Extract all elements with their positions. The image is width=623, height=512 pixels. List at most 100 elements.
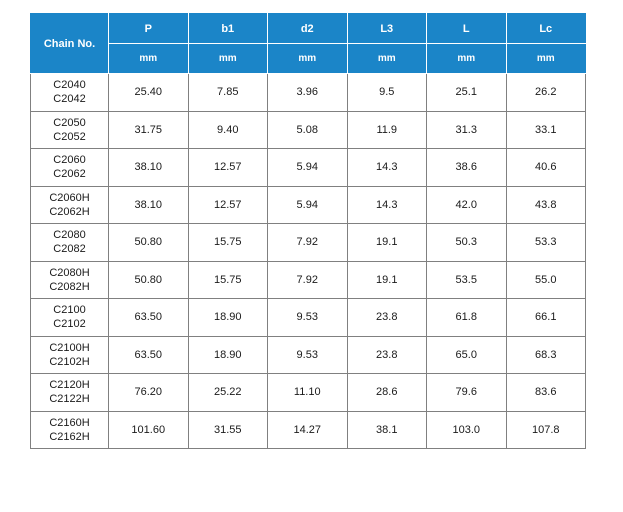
column-unit-lc: mm — [505, 43, 586, 74]
value-cell: 79.6 — [426, 373, 507, 412]
value-cell: 40.6 — [505, 148, 586, 187]
value-cell: 68.3 — [505, 335, 586, 374]
column-header-d2: d2 — [267, 13, 348, 44]
chain-model: C2100H — [49, 341, 90, 354]
chain-spec-table: Chain No. P b1 d2 L3 L Lc mm mm mm mm mm… — [30, 13, 586, 449]
column-unit-l: mm — [426, 43, 507, 74]
value-cell: 50.80 — [108, 223, 189, 262]
value-cell: 53.3 — [505, 223, 586, 262]
value-cell: 66.1 — [505, 298, 586, 337]
chain-model: C2060 — [53, 154, 86, 167]
value-cell: 83.6 — [505, 373, 586, 412]
chain-number-cell: C2060H C2062H — [30, 185, 109, 224]
table-row: C2100H C2102H 63.50 18.90 9.53 23.8 65.0 68.3 — [30, 335, 586, 374]
value-cell: 76.20 — [108, 373, 189, 412]
value-cell: 14.27 — [267, 410, 348, 449]
chain-model: C2102 — [53, 318, 86, 331]
column-unit-l3: mm — [346, 43, 427, 74]
chain-number-cell: C2160H C2162H — [30, 410, 109, 449]
value-cell: 5.08 — [267, 110, 348, 149]
table-row: C2060H C2062H 38.10 12.57 5.94 14.3 42.0 43.8 — [30, 185, 586, 224]
value-cell: 14.3 — [346, 185, 427, 224]
value-cell: 18.90 — [187, 298, 268, 337]
chain-number-cell: C2100H C2102H — [30, 335, 109, 374]
table-row: C2080 C2082 50.80 15.75 7.92 19.1 50.3 53.3 — [30, 223, 586, 262]
table-row: C2040 C2042 25.40 7.85 3.96 9.5 25.1 26.2 — [30, 73, 586, 112]
value-cell: 43.8 — [505, 185, 586, 224]
column-header-lc: Lc — [505, 13, 586, 44]
value-cell: 15.75 — [187, 223, 268, 262]
value-cell: 11.10 — [267, 373, 348, 412]
value-cell: 7.92 — [267, 260, 348, 299]
header-row-names: Chain No. P b1 d2 L3 L Lc — [30, 13, 586, 74]
chain-model: C2040 — [53, 79, 86, 92]
value-cell: 12.57 — [187, 148, 268, 187]
table-row: C2100 C2102 63.50 18.90 9.53 23.8 61.8 66.1 — [30, 298, 586, 337]
value-cell: 18.90 — [187, 335, 268, 374]
column-unit-d2: mm — [267, 43, 348, 74]
chain-model: C2082 — [53, 243, 86, 256]
value-cell: 9.53 — [267, 298, 348, 337]
chain-model: C2052 — [53, 130, 86, 143]
value-cell: 25.22 — [187, 373, 268, 412]
chain-model: C2062 — [53, 168, 86, 181]
value-cell: 19.1 — [346, 223, 427, 262]
value-cell: 50.80 — [108, 260, 189, 299]
value-cell: 7.92 — [267, 223, 348, 262]
value-cell: 25.1 — [426, 73, 507, 112]
value-cell: 9.5 — [346, 73, 427, 112]
chain-model: C2122H — [49, 393, 90, 406]
chain-number-cell: C2040 C2042 — [30, 73, 109, 112]
value-cell: 5.94 — [267, 185, 348, 224]
value-cell: 31.75 — [108, 110, 189, 149]
value-cell: 7.85 — [187, 73, 268, 112]
table-row: C2060 C2062 38.10 12.57 5.94 14.3 38.6 40.6 — [30, 148, 586, 187]
value-cell: 31.55 — [187, 410, 268, 449]
chain-model: C2162H — [49, 430, 90, 443]
value-cell: 103.0 — [426, 410, 507, 449]
value-cell: 19.1 — [346, 260, 427, 299]
value-cell: 38.10 — [108, 148, 189, 187]
value-cell: 23.8 — [346, 335, 427, 374]
column-unit-b1: mm — [187, 43, 268, 74]
column-header-l3: L3 — [346, 13, 427, 44]
value-cell: 38.1 — [346, 410, 427, 449]
chain-number-cell: C2080 C2082 — [30, 223, 109, 262]
value-cell: 9.40 — [187, 110, 268, 149]
chain-number-cell: C2120H C2122H — [30, 373, 109, 412]
chain-model: C2102H — [49, 355, 90, 368]
value-cell: 65.0 — [426, 335, 507, 374]
table-row: C2120H C2122H 76.20 25.22 11.10 28.6 79.6 83.6 — [30, 373, 586, 412]
chain-model: C2080 — [53, 229, 86, 242]
column-header-l: L — [426, 13, 507, 44]
value-cell: 12.57 — [187, 185, 268, 224]
value-cell: 11.9 — [346, 110, 427, 149]
chain-model: C2042 — [53, 93, 86, 106]
header-row-units: mm mm mm mm mm mm — [31, 43, 586, 74]
chain-model: C2160H — [49, 416, 90, 429]
table-body: C2040 C2042 25.40 7.85 3.96 9.5 25.1 26.2 C2050 C… — [30, 73, 586, 449]
value-cell: 14.3 — [346, 148, 427, 187]
value-cell: 3.96 — [267, 73, 348, 112]
value-cell: 55.0 — [505, 260, 586, 299]
chain-number-cell: C2100 C2102 — [30, 298, 109, 337]
column-header-b1: b1 — [187, 13, 268, 44]
chain-no-header: Chain No. — [30, 13, 109, 74]
table-row: C2080H C2082H 50.80 15.75 7.92 19.1 53.5 55.0 — [30, 260, 586, 299]
chain-model: C2082H — [49, 280, 90, 293]
chain-model: C2120H — [49, 379, 90, 392]
chain-model: C2060H — [49, 191, 90, 204]
chain-model: C2100 — [53, 304, 86, 317]
value-cell: 31.3 — [426, 110, 507, 149]
column-unit-p: mm — [108, 43, 189, 74]
table-row: C2160H C2162H 101.60 31.55 14.27 38.1 103.0 107… — [30, 410, 586, 449]
table-row: C2050 C2052 31.75 9.40 5.08 11.9 31.3 33.1 — [30, 110, 586, 149]
column-header-p: P — [108, 13, 189, 44]
value-cell: 63.50 — [108, 298, 189, 337]
value-cell: 61.8 — [426, 298, 507, 337]
value-cell: 38.6 — [426, 148, 507, 187]
value-cell: 33.1 — [505, 110, 586, 149]
chain-model: C2062H — [49, 205, 90, 218]
chain-model: C2050 — [53, 116, 86, 129]
table-header: Chain No. P b1 d2 L3 L Lc mm mm mm mm mm… — [30, 13, 586, 74]
